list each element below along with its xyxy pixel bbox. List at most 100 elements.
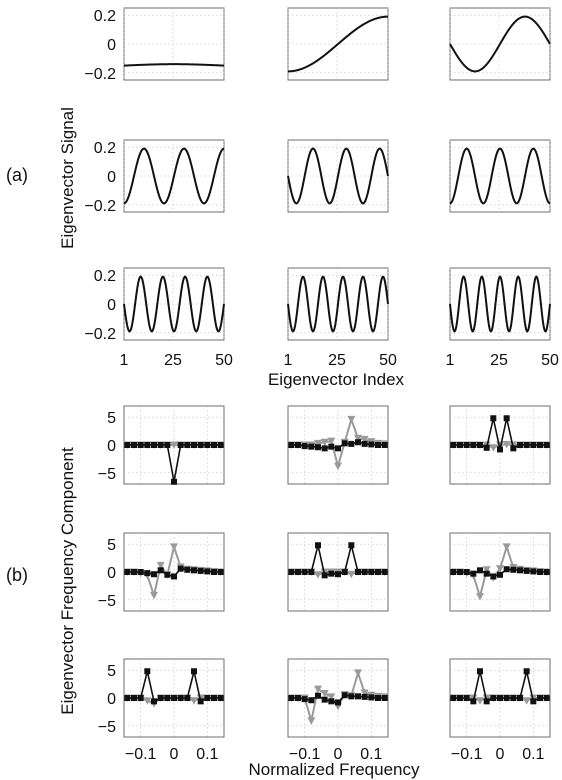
square-marker xyxy=(497,571,503,578)
square-marker xyxy=(543,695,550,701)
square-marker xyxy=(375,569,381,575)
square-marker xyxy=(131,695,137,701)
square-marker xyxy=(131,442,137,448)
triangle-marker xyxy=(354,669,362,677)
signal-line xyxy=(449,147,551,205)
square-marker xyxy=(151,571,157,578)
x-tick-label: 50 xyxy=(541,352,559,369)
square-marker xyxy=(530,698,537,705)
square-marker xyxy=(463,442,470,448)
square-marker xyxy=(321,445,328,452)
square-marker xyxy=(211,442,217,448)
square-marker xyxy=(450,695,457,701)
square-marker xyxy=(315,444,321,451)
square-marker xyxy=(321,572,328,579)
y-tick-label: 0 xyxy=(107,565,116,582)
frequency-panel xyxy=(449,532,551,612)
y-tick-label: −5 xyxy=(98,719,116,736)
square-marker xyxy=(477,442,483,448)
x-tick-label: −0.1 xyxy=(125,746,157,763)
signal-panel xyxy=(287,7,389,81)
square-marker xyxy=(157,695,164,701)
square-marker xyxy=(543,569,550,575)
y-tick-label: 5 xyxy=(107,410,116,427)
square-marker xyxy=(204,568,211,575)
triangle-marker xyxy=(143,697,152,705)
square-marker xyxy=(184,695,191,701)
square-marker xyxy=(177,695,184,701)
square-marker xyxy=(295,569,301,575)
triangle-marker xyxy=(482,566,491,574)
square-marker xyxy=(308,443,315,450)
signal-line xyxy=(123,275,225,333)
triangle-marker xyxy=(314,685,322,694)
square-marker xyxy=(144,442,151,448)
square-marker xyxy=(197,442,204,448)
triangle-marker xyxy=(354,434,362,443)
section-b-panels: 5 0 −5 5 0 −5 5 0 −5 −0.1 0 0.1 −0.1 0 0.1 −0.1 0 0.1 xyxy=(98,405,551,763)
square-marker xyxy=(497,446,503,453)
square-marker xyxy=(450,569,457,575)
section-b-ylabel: Eigenvector Frequency Component xyxy=(58,447,77,715)
square-marker xyxy=(375,695,381,701)
y-tick-label: −0.2 xyxy=(84,198,116,215)
triangle-marker xyxy=(320,690,329,698)
square-marker xyxy=(191,442,197,448)
square-marker xyxy=(348,440,355,447)
square-marker xyxy=(510,445,517,452)
square-marker xyxy=(171,573,177,580)
x-tick-label: 25 xyxy=(328,352,346,369)
square-marker xyxy=(450,442,457,448)
section-a-panels: 0.20−0.20.20−0.20.20−0.21 25 50 1 25 50 1 25 50 xyxy=(84,7,559,369)
square-marker xyxy=(217,442,224,448)
square-marker xyxy=(341,440,348,447)
triangle-marker xyxy=(327,437,336,446)
triangle-marker xyxy=(334,462,342,471)
square-marker xyxy=(483,570,490,577)
square-marker xyxy=(537,695,543,701)
square-marker xyxy=(295,442,301,448)
square-marker xyxy=(137,442,144,448)
signal-panel: 0.2 0 −0.2 xyxy=(84,7,225,83)
square-marker xyxy=(328,443,335,450)
x-tick-label: 0.1 xyxy=(360,746,382,763)
triangle-marker xyxy=(360,435,369,444)
square-marker xyxy=(151,442,157,448)
square-marker xyxy=(368,441,375,448)
square-marker xyxy=(483,698,490,705)
frequency-panel xyxy=(287,405,389,485)
square-marker xyxy=(217,569,224,575)
square-marker xyxy=(368,694,375,701)
triangle-marker xyxy=(347,415,356,424)
square-marker xyxy=(517,695,523,701)
square-marker xyxy=(171,695,177,701)
square-marker xyxy=(191,668,197,675)
square-marker xyxy=(164,442,171,448)
square-marker xyxy=(164,571,171,578)
y-tick-label: 0.2 xyxy=(94,268,116,285)
y-tick-label: −0.2 xyxy=(84,326,116,343)
triangle-marker xyxy=(476,697,484,705)
x-tick-label: 50 xyxy=(379,352,397,369)
y-tick-label: −0.2 xyxy=(84,66,116,83)
square-marker xyxy=(315,542,321,549)
y-tick-label: 0 xyxy=(107,169,116,186)
square-marker xyxy=(144,570,151,577)
square-marker xyxy=(204,695,211,701)
x-tick-label: 1 xyxy=(284,352,293,369)
x-tick-label: 0 xyxy=(170,746,179,763)
section-b-xlabel: Normalized Frequency xyxy=(248,760,420,779)
frequency-panel: 5 0 −5 −0.1 0 0.1 xyxy=(98,658,225,763)
square-marker xyxy=(184,566,191,573)
square-marker xyxy=(457,442,463,448)
square-marker xyxy=(301,696,308,703)
square-marker xyxy=(131,569,137,575)
square-marker xyxy=(217,695,224,701)
square-marker xyxy=(191,567,197,574)
square-marker xyxy=(463,569,470,575)
triangle-marker xyxy=(489,444,498,452)
square-marker xyxy=(470,442,477,448)
square-marker xyxy=(301,443,308,450)
triangle-marker xyxy=(190,697,198,705)
